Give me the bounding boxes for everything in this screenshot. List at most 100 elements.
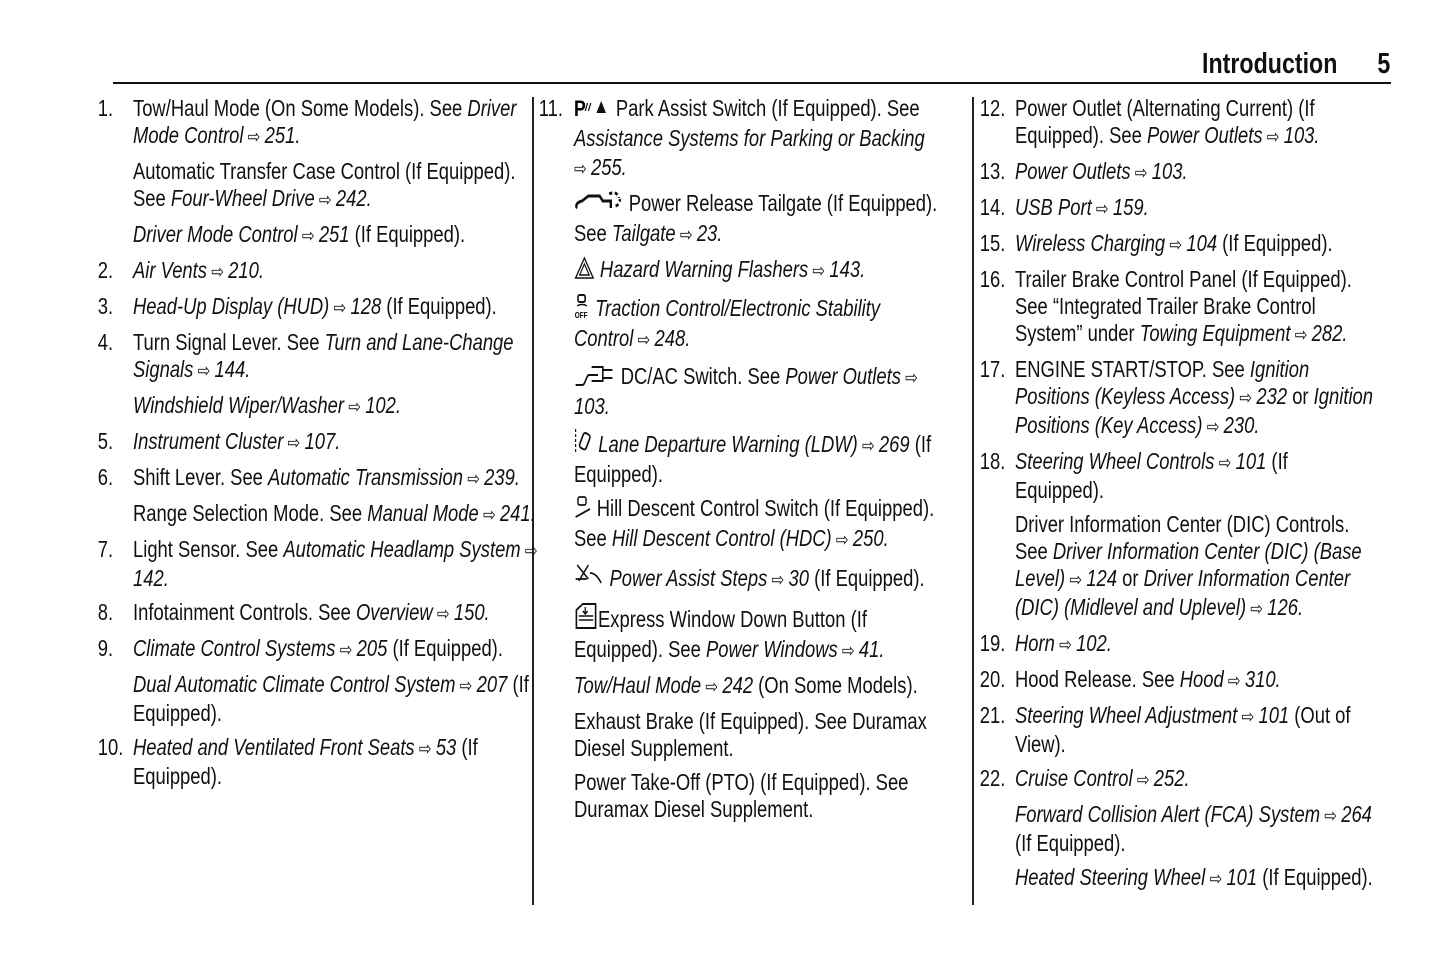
- page-reference[interactable]: 251.: [264, 122, 301, 148]
- cross-reference-title[interactable]: Turn and Lane-Change Signals: [133, 329, 514, 382]
- page-reference[interactable]: 239.: [484, 464, 520, 490]
- item-body: Steering Wheel Adjustment ⇨ 101 (Out of …: [1015, 702, 1381, 758]
- page-reference[interactable]: 210.: [228, 257, 264, 283]
- page-reference[interactable]: 30: [788, 565, 809, 591]
- page-reference[interactable]: 242.: [335, 185, 372, 211]
- item-number-text: 16.: [979, 266, 1006, 292]
- page-reference[interactable]: 252.: [1153, 765, 1190, 791]
- page-reference[interactable]: 143.: [829, 256, 866, 282]
- page-reference[interactable]: 250.: [852, 525, 889, 551]
- cross-reference-title[interactable]: Traction Control/Electronic Stability Co…: [574, 295, 881, 351]
- cross-reference-title[interactable]: Forward Collision Alert (FCA) System: [1015, 801, 1321, 827]
- page-reference[interactable]: 159.: [1112, 194, 1149, 220]
- cross-reference-title[interactable]: Tow/Haul Mode: [574, 672, 702, 698]
- item-number: 22.: [971, 765, 1015, 893]
- page-reference[interactable]: 128: [350, 293, 382, 319]
- page-reference[interactable]: 205: [356, 635, 388, 661]
- list-item: 2. Air Vents ⇨ 210.: [89, 257, 542, 286]
- page-reference[interactable]: 282.: [1311, 320, 1348, 346]
- cross-reference-title[interactable]: USB Port: [1015, 194, 1092, 220]
- page-reference[interactable]: 102.: [365, 392, 402, 418]
- list-item: 22. Cruise Control ⇨ 252. Forward Collisio…: [971, 765, 1381, 893]
- item-number-text: 10.: [97, 734, 124, 760]
- page-reference[interactable]: 232: [1256, 383, 1288, 409]
- item-text: Power Take-Off (PTO) (If Equipped). See …: [574, 769, 909, 822]
- cross-reference-title[interactable]: Windshield Wiper/Washer: [133, 392, 345, 418]
- cross-reference-title[interactable]: Hood: [1179, 666, 1224, 692]
- page-reference[interactable]: 269: [878, 431, 910, 457]
- cross-reference-title[interactable]: Ignition Positions (Keyless Access): [1015, 356, 1310, 409]
- item-number-text: 5.: [97, 428, 114, 454]
- page-reference[interactable]: 103.: [1151, 158, 1188, 184]
- cross-reference-title[interactable]: Lane Departure Warning (LDW): [593, 431, 858, 457]
- page-reference[interactable]: 102.: [1076, 630, 1112, 656]
- page-reference[interactable]: 207: [476, 671, 508, 697]
- cross-reference-title[interactable]: Ignition Positions (Key Access): [1015, 383, 1374, 438]
- cross-reference-title[interactable]: Air Vents: [133, 257, 207, 283]
- cross-reference-title[interactable]: Driver Information Center (DIC) (Base Le…: [1015, 538, 1362, 591]
- page-reference[interactable]: 241.: [499, 500, 536, 526]
- cross-reference-title[interactable]: Power Outlets: [785, 363, 901, 389]
- page-reference[interactable]: 103.: [574, 393, 610, 419]
- page-reference[interactable]: 124: [1086, 565, 1118, 591]
- cross-reference-title[interactable]: Power Outlets: [1015, 158, 1131, 184]
- cross-reference-title[interactable]: Cruise Control: [1015, 765, 1133, 791]
- page-reference[interactable]: 101: [1226, 864, 1258, 890]
- page-reference[interactable]: 242: [722, 672, 754, 698]
- cross-reference-title[interactable]: Heated and Ventilated Front Seats: [133, 734, 415, 760]
- page-reference[interactable]: 144.: [214, 356, 251, 382]
- page-reference[interactable]: 23.: [696, 220, 723, 246]
- item-body: USB Port ⇨ 159.: [1015, 194, 1381, 223]
- page-reference[interactable]: 103.: [1283, 122, 1320, 148]
- page-reference-arrow-icon: ⇨: [701, 677, 723, 698]
- cross-reference-title[interactable]: Driver Information Center (DIC) (Midleve…: [1015, 565, 1351, 620]
- cross-reference-title[interactable]: Power Outlets: [1146, 122, 1263, 148]
- item-paragraph: Forward Collision Alert (FCA) System ⇨ 2…: [1015, 801, 1381, 857]
- item-paragraph: Dual Automatic Climate Control System ⇨ …: [133, 671, 542, 727]
- cross-reference-title[interactable]: Tailgate: [611, 220, 676, 246]
- item-paragraph: Shift Lever. See Automatic Transmission …: [133, 464, 542, 493]
- cross-reference-title[interactable]: Hill Descent Control (HDC): [611, 525, 832, 551]
- cross-reference-title[interactable]: Steering Wheel Controls: [1015, 448, 1215, 474]
- page-reference[interactable]: 310.: [1244, 666, 1281, 692]
- page-reference[interactable]: 53: [435, 734, 457, 760]
- cross-reference-title[interactable]: Steering Wheel Adjustment: [1015, 702, 1238, 728]
- cross-reference-title[interactable]: Head-Up Display (HUD): [133, 293, 330, 319]
- cross-reference-title[interactable]: Power Windows: [705, 636, 838, 662]
- page-reference[interactable]: 255.: [590, 154, 627, 180]
- cross-reference-title[interactable]: Wireless Charging: [1015, 230, 1166, 256]
- cross-reference-title[interactable]: Driver Mode Control: [133, 95, 517, 148]
- cross-reference-title[interactable]: Assistance Systems for Parking or Backin…: [574, 125, 925, 151]
- item-paragraph: ENGINE START/STOP. See Ignition Position…: [1015, 356, 1381, 441]
- cross-reference-title[interactable]: Overview: [355, 599, 433, 625]
- page-reference[interactable]: 41.: [858, 636, 885, 662]
- cross-reference-title[interactable]: Automatic Transmission: [268, 464, 463, 490]
- cross-reference-title[interactable]: Dual Automatic Climate Control System: [133, 671, 456, 697]
- page-reference[interactable]: 101: [1235, 448, 1267, 474]
- cross-reference-title[interactable]: Instrument Cluster: [133, 428, 284, 454]
- cross-reference-title[interactable]: Automatic Headlamp System: [283, 536, 521, 562]
- page-reference[interactable]: 230.: [1223, 412, 1260, 438]
- cross-reference-title[interactable]: Towing Equipment: [1139, 320, 1291, 346]
- cross-reference-title[interactable]: Four-Wheel Drive: [170, 185, 315, 211]
- item-paragraph: Power Assist Steps ⇨ 30 (If Equipped).: [574, 561, 941, 595]
- cross-reference-title[interactable]: Power Assist Steps: [604, 565, 768, 591]
- page-reference[interactable]: 264: [1341, 801, 1372, 827]
- page-reference[interactable]: 126.: [1267, 594, 1304, 620]
- cross-reference-title[interactable]: Manual Mode: [367, 500, 479, 526]
- page-reference-arrow-icon: ⇨: [344, 397, 366, 418]
- page-reference-arrow-icon: ⇨: [314, 190, 336, 211]
- cross-reference-title[interactable]: Hazard Warning Flashers: [594, 256, 809, 282]
- page-reference[interactable]: 248.: [654, 325, 691, 351]
- page-reference[interactable]: 150.: [453, 599, 490, 625]
- page-reference[interactable]: 101: [1258, 702, 1290, 728]
- cross-reference-title[interactable]: Horn: [1015, 630, 1055, 656]
- cross-reference-title[interactable]: Climate Control Systems: [133, 635, 336, 661]
- cross-reference-title[interactable]: Driver Mode Control: [133, 221, 298, 247]
- page-reference[interactable]: 107.: [304, 428, 341, 454]
- item-paragraph: Light Sensor. See Automatic Headlamp Sys…: [133, 536, 542, 592]
- page-reference[interactable]: 251: [318, 221, 350, 247]
- page-reference[interactable]: 142.: [133, 565, 169, 591]
- cross-reference-title[interactable]: Heated Steering Wheel: [1015, 864, 1206, 890]
- page-reference[interactable]: 104: [1186, 230, 1218, 256]
